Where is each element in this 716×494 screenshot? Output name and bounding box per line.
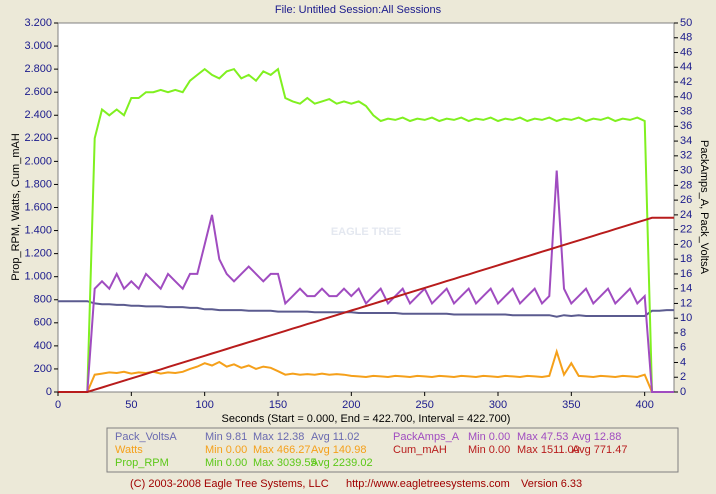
- x-tick-label: 300: [489, 399, 507, 411]
- footer-version: Version 6.33: [521, 478, 582, 490]
- x-tick-label: 250: [415, 399, 433, 411]
- y-tick-label: 2.200: [24, 132, 52, 144]
- y2-tick-label: 18: [680, 253, 692, 265]
- y2-tick-label: 0: [680, 386, 686, 398]
- x-tick-label: 0: [55, 399, 61, 411]
- legend-stat: Min 0.00: [468, 431, 510, 443]
- y2-tick-label: 8: [680, 327, 686, 339]
- y2-tick-label: 48: [680, 32, 692, 44]
- series-line: [58, 67, 674, 393]
- x-tick-label: 50: [125, 399, 137, 411]
- series-line: [58, 216, 674, 393]
- y2-tick-label: 38: [680, 105, 692, 117]
- y-tick-label: 0: [46, 386, 52, 398]
- y2-tick-label: 42: [680, 76, 692, 88]
- footer-url: http://www.eagletreesystems.com: [346, 478, 510, 490]
- series-line: [58, 300, 674, 318]
- legend-label: Watts: [115, 444, 143, 456]
- y-tick-label: 2.400: [24, 109, 52, 121]
- y2-tick-label: 6: [680, 342, 686, 354]
- y-tick-label: 2.600: [24, 86, 52, 98]
- legend-label: PackAmps_A: [393, 431, 460, 443]
- legend-label: Cum_mAH: [393, 444, 447, 456]
- y2-tick-label: 12: [680, 297, 692, 309]
- y2-tick-label: 40: [680, 91, 692, 103]
- chart-title: File: Untitled Session:All Sessions: [275, 4, 442, 16]
- legend-stat: Min 9.81: [205, 431, 247, 443]
- y2-tick-label: 4: [680, 356, 686, 368]
- x-tick-label: 350: [562, 399, 580, 411]
- y2-tick-label: 10: [680, 312, 692, 324]
- legend-stat: Avg 140.98: [311, 444, 366, 456]
- y-tick-label: 2.800: [24, 63, 52, 75]
- series-line: [58, 170, 674, 393]
- legend-stat: Min 0.00: [205, 457, 247, 469]
- y2-axis-label: PackAmps_A, Pack_VoltsA: [698, 140, 710, 275]
- legend-stat: Max 3039.55: [253, 457, 317, 469]
- y2-tick-label: 46: [680, 46, 692, 58]
- legend-stat: Avg 12.88: [572, 431, 621, 443]
- plot-area: [57, 22, 675, 393]
- y2-tick-label: 26: [680, 194, 692, 206]
- y-tick-label: 1.000: [24, 271, 52, 283]
- x-tick-label: 200: [342, 399, 360, 411]
- legend-stat: Min 0.00: [468, 444, 510, 456]
- x-tick-label: 150: [269, 399, 287, 411]
- x-tick-label: 100: [195, 399, 213, 411]
- y2-tick-label: 14: [680, 283, 692, 295]
- y2-tick-label: 24: [680, 209, 692, 221]
- footer-copyright: (C) 2003-2008 Eagle Tree Systems, LLC: [130, 478, 329, 490]
- y-tick-label: 1.600: [24, 201, 52, 213]
- y2-tick-label: 2: [680, 371, 686, 383]
- legend-box: [106, 427, 679, 473]
- y-tick-label: 400: [34, 340, 52, 352]
- y-axis-label: Prop_RPM, Watts, Cum_mAH: [10, 133, 22, 281]
- x-tick-label: 400: [635, 399, 653, 411]
- y2-tick-label: 34: [680, 135, 692, 147]
- y-tick-label: 3.000: [24, 40, 52, 52]
- legend-stat: Avg 771.47: [572, 444, 627, 456]
- y-tick-label: 3.200: [24, 17, 52, 29]
- y-tick-label: 1.800: [24, 178, 52, 190]
- legend-stat: Min 0.00: [205, 444, 247, 456]
- legend-label: Prop_RPM: [115, 457, 169, 469]
- y2-tick-label: 16: [680, 268, 692, 280]
- legend-stat: Avg 11.02: [311, 431, 360, 443]
- legend-stat: Max 1511.00: [517, 444, 580, 456]
- legend-stat: Max 12.38: [253, 431, 304, 443]
- y2-tick-label: 44: [680, 61, 692, 73]
- y2-tick-label: 28: [680, 179, 692, 191]
- y2-tick-label: 32: [680, 150, 692, 162]
- legend-stat: Max 47.53: [517, 431, 568, 443]
- y-tick-label: 800: [34, 294, 52, 306]
- y2-tick-label: 30: [680, 165, 692, 177]
- watermark: EAGLE TREE: [331, 226, 401, 238]
- legend-stat: Max 466.27: [253, 444, 310, 456]
- y-tick-label: 1.200: [24, 248, 52, 260]
- y-tick-label: 2.000: [24, 155, 52, 167]
- legend-label: Pack_VoltsA: [115, 431, 177, 443]
- y-tick-label: 200: [34, 363, 52, 375]
- legend-stat: Avg 2239.02: [311, 457, 373, 469]
- series-line: [58, 348, 674, 393]
- y-tick-label: 600: [34, 317, 52, 329]
- y-tick-label: 1.400: [24, 224, 52, 236]
- x-axis-label: Seconds (Start = 0.000, End = 422.700, I…: [222, 413, 511, 425]
- y2-tick-label: 22: [680, 224, 692, 236]
- y2-tick-label: 50: [680, 17, 692, 29]
- y2-tick-label: 20: [680, 238, 692, 250]
- y2-tick-label: 36: [680, 120, 692, 132]
